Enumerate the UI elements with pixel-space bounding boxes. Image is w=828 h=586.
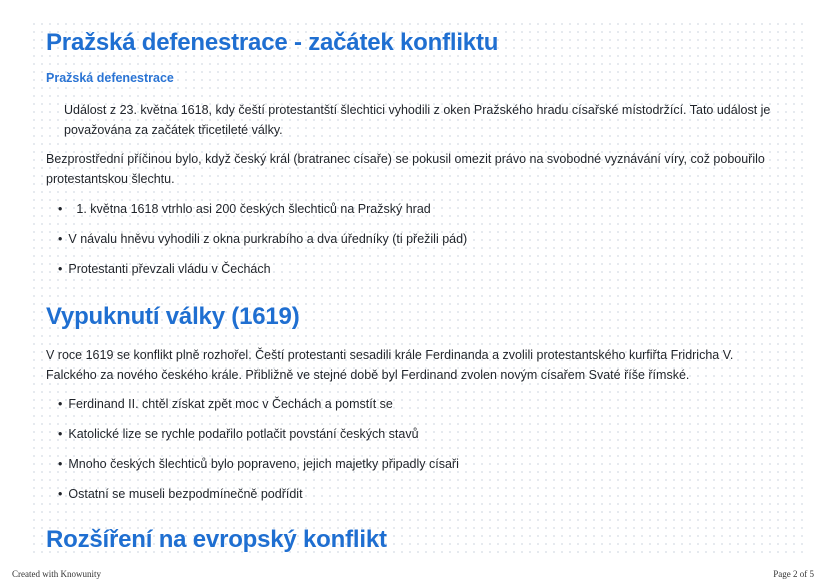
list-item: Ostatní se museli bezpodmínečně podřídit bbox=[58, 487, 302, 501]
list-item: Mnoho českých šlechticů bylo popraveno, … bbox=[58, 457, 458, 471]
section-title-war-outbreak: Vypuknutí války (1619) bbox=[46, 303, 300, 330]
quote-paragraph: Událost z 23. května 1618, kdy čeští pro… bbox=[64, 103, 771, 137]
section-title-defenestrace: Pražská defenestrace - začátek konfliktu bbox=[46, 29, 499, 56]
paragraph: V roce 1619 se konflikt plně rozhořel. Č… bbox=[46, 348, 734, 382]
list-item: 1. května 1618 vtrhlo asi 200 českých šl… bbox=[58, 202, 430, 216]
footer-credit: Created with Knowunity bbox=[12, 569, 101, 579]
list-item: V návalu hněvu vyhodili z okna purkrabíh… bbox=[58, 232, 467, 246]
subheading: Pražská defenestrace bbox=[46, 71, 174, 85]
section-title-european-conflict: Rozšíření na evropský konflikt bbox=[46, 526, 387, 553]
list-item: Katolické lize se rychle podařilo potlač… bbox=[58, 427, 418, 441]
paragraph: Bezprostřední příčinou bylo, když český … bbox=[46, 152, 765, 186]
page-number: Page 2 of 5 bbox=[773, 569, 814, 579]
list-item: Ferdinand II. chtěl získat zpět moc v Če… bbox=[58, 397, 392, 411]
list-item: Protestanti převzali vládu v Čechách bbox=[58, 262, 270, 276]
